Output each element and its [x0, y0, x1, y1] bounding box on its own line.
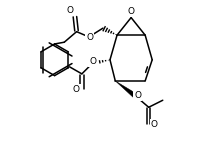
- Text: O: O: [128, 7, 135, 16]
- Text: O: O: [90, 57, 96, 66]
- Text: O: O: [134, 91, 141, 100]
- Text: O: O: [73, 85, 80, 94]
- Text: O: O: [66, 6, 73, 15]
- Polygon shape: [115, 81, 138, 99]
- Text: O: O: [151, 120, 158, 129]
- Text: O: O: [86, 33, 93, 42]
